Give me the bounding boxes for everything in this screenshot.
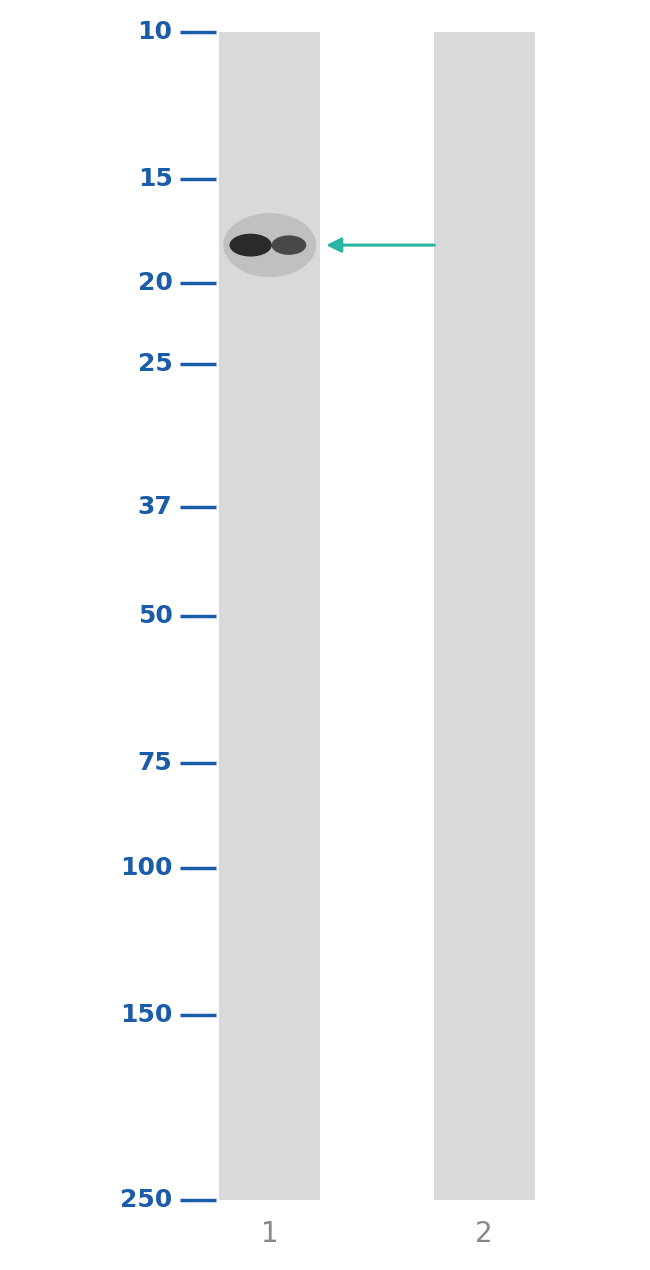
Text: 15: 15 (138, 166, 172, 190)
Text: 20: 20 (138, 272, 172, 296)
Text: 100: 100 (120, 856, 172, 880)
Text: 2: 2 (475, 1220, 493, 1248)
Text: 25: 25 (138, 352, 172, 376)
Bar (434, 32, 534, 1200)
Ellipse shape (224, 213, 316, 277)
Text: 75: 75 (138, 751, 172, 775)
Text: 50: 50 (138, 605, 172, 627)
Text: 37: 37 (138, 494, 172, 518)
Text: 150: 150 (120, 1003, 172, 1026)
Ellipse shape (272, 235, 306, 255)
Text: 250: 250 (120, 1189, 172, 1212)
Ellipse shape (229, 234, 272, 257)
Text: 10: 10 (138, 20, 172, 43)
Bar (219, 32, 320, 1200)
Text: 1: 1 (261, 1220, 279, 1248)
